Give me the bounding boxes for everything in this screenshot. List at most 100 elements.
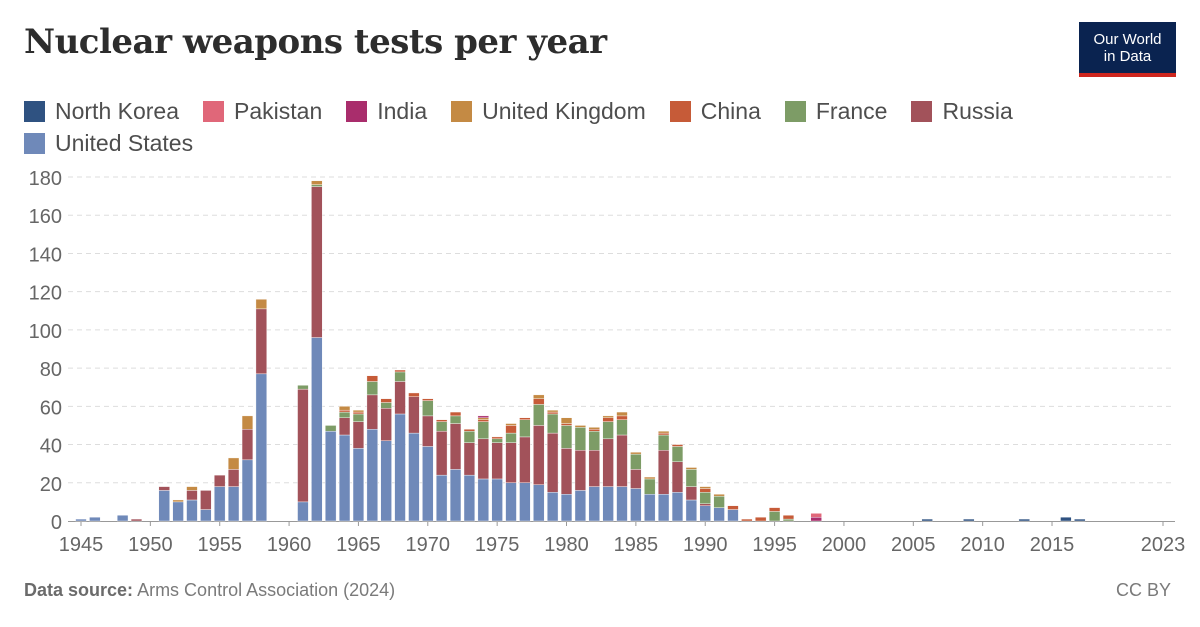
bar-segment [741,518,753,522]
x-tick-label: 1980 [544,534,589,556]
bar-segment [671,446,684,462]
bar-segment [533,484,545,522]
bar-segment [505,425,517,434]
bar-segment [630,488,642,522]
bar-segment [713,507,725,522]
bar-segment [630,453,642,470]
bar-segment [477,419,489,422]
bar-segment [630,452,642,455]
bar-segment [533,394,545,399]
bar-segment [505,482,517,522]
legend-item[interactable]: North Korea [24,98,179,125]
chart-legend: North Korea Pakistan India United Kingdom Ch… [24,98,1144,157]
bar-segment [463,442,476,476]
legend-swatch [24,101,45,122]
bar-segment [491,478,503,522]
stacked-bar-chart: 0 20 40 60 80 100 120 140 160 180 1945 1950 1955 1960… [29,168,1186,556]
bar-segment [227,457,240,470]
bar-segment [241,429,254,461]
bar-segment [200,490,212,510]
bar-segment [588,430,600,451]
bar-segment [616,486,628,522]
bar-segment [644,478,656,495]
bar-segment [616,415,628,420]
bar-segment [616,411,628,417]
x-tick-label: 1945 [59,534,104,556]
bar-segment [491,436,503,440]
bar-segment [394,371,406,382]
legend-item[interactable]: Pakistan [203,98,322,125]
bar-segment [352,448,365,522]
bar-segment [449,469,462,522]
bar-segment [768,511,781,522]
legend-item[interactable]: France [784,98,887,125]
legend-swatch [24,133,45,154]
x-tick-label: 2015 [1030,534,1075,556]
bar-segment [519,417,531,420]
bar-segment [1018,518,1030,522]
bar-segment [380,408,392,441]
bar-segment [422,400,434,417]
bar-segment [574,425,586,428]
bar-segment [325,430,337,522]
legend-item[interactable]: China [669,98,761,125]
bar-segment [352,413,365,422]
bar-segment [588,450,600,487]
bar-segment [255,299,267,310]
bar-segment [172,499,184,503]
bar-segment [519,419,531,438]
bar-segment [408,392,420,397]
bar-segment [436,474,448,522]
bar-segment [616,434,628,487]
bar-segment [727,505,739,510]
y-tick-label: 60 [40,397,62,419]
bar-segment [89,516,101,522]
x-tick-label: 1995 [752,534,797,556]
bar-segment [255,373,267,522]
legend-item[interactable]: India [346,98,427,125]
bar-segment [810,513,822,518]
legend-item[interactable]: United States [24,130,193,157]
bar-segment [338,409,351,413]
bar-segment [241,459,254,522]
bar-segment [311,184,323,187]
bar-segment [533,425,545,485]
bar-segment [574,427,586,451]
y-tick-label: 160 [29,206,62,228]
bar-segment [699,492,711,505]
x-tick-label: 2005 [891,534,936,556]
legend-swatch [911,101,933,122]
bar-segment [422,446,434,522]
x-tick-label: 1975 [475,534,520,556]
bar-segment [810,516,822,522]
legend-item[interactable]: Russia [911,98,1013,125]
y-tick-label: 80 [40,359,62,381]
bar-segment [227,486,240,522]
legend-swatch [203,101,225,122]
legend-label: North Korea [55,98,180,124]
bar-segment [75,518,87,522]
bar-segment [685,469,697,487]
x-tick-label: 1970 [406,534,451,556]
bar-segment [366,394,378,430]
bar-segment [436,419,448,422]
owid-logo[interactable]: Our World in Data [1079,22,1176,77]
bar-segment [685,499,697,522]
bar-segment [533,404,545,426]
x-tick-label: 1965 [336,534,381,556]
bar-segment [658,430,670,434]
data-source-text: Arms Control Association (2024) [137,580,396,600]
bar-segment [782,518,795,522]
bar-segment [449,411,462,417]
license-label[interactable]: CC BY [1115,580,1171,600]
bar-segment [436,421,448,432]
bar-segment [560,423,573,426]
legend-item[interactable]: United Kingdom [451,98,646,125]
y-tick-label: 0 [51,512,62,534]
data-source-label: Data source: [24,580,134,600]
x-tick-label: 1990 [683,534,728,556]
y-tick-label: 100 [29,321,62,343]
bar-segment [574,450,586,491]
bar-segment [477,415,489,418]
bar-segment [727,509,739,522]
